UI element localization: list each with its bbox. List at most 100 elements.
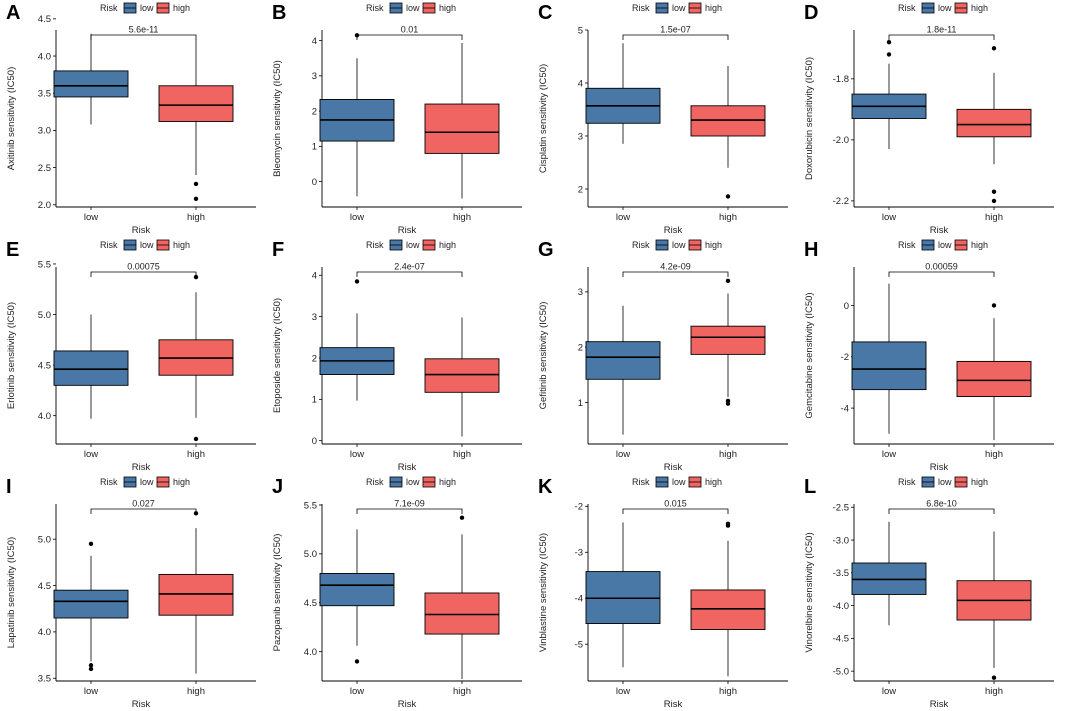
panel-c: C Risk low high 2 3 4 5 Cisplatin sensitivity (I… xyxy=(532,0,798,237)
box-low xyxy=(851,283,927,434)
legend: Risk low high xyxy=(100,239,190,251)
y-tick-label: 3 xyxy=(578,287,583,298)
legend-label-low: low xyxy=(672,477,686,487)
legend: Risk low high xyxy=(632,476,722,488)
x-tick-label: low xyxy=(350,212,364,223)
significance-bracket: 7.1e-09 xyxy=(356,499,463,514)
panel-letter: E xyxy=(6,239,20,261)
p-value-label: 0.00075 xyxy=(127,262,160,272)
bracket-line xyxy=(622,271,729,277)
x-axis-label: Risk xyxy=(398,225,417,236)
bracket-line xyxy=(888,508,995,514)
y-tick-label: 2 xyxy=(312,353,317,364)
p-value-label: 1.5e-07 xyxy=(660,25,691,35)
boxplot-g: Risk low high 1 2 3 Gefitinib sensitivity (IC5… xyxy=(538,239,788,473)
legend-title: Risk xyxy=(366,3,384,13)
legend-title: Risk xyxy=(366,240,384,250)
legend-label-low: low xyxy=(140,3,154,13)
legend-label-low: low xyxy=(140,477,154,487)
legend: Risk low high xyxy=(366,239,456,251)
legend-label-high: high xyxy=(439,3,456,13)
p-value-label: 0.015 xyxy=(664,499,687,509)
legend-title: Risk xyxy=(898,3,916,13)
significance-bracket: 1.8e-11 xyxy=(888,25,995,40)
significance-bracket: 0.027 xyxy=(90,499,197,514)
y-tick-label: 0 xyxy=(312,436,317,447)
legend-title: Risk xyxy=(632,3,650,13)
y-tick-label: -4.5 xyxy=(833,634,849,645)
box-high xyxy=(158,39,234,202)
y-axis-label: Doxorubicin sensitivity (IC50) xyxy=(804,57,815,180)
y-tick-label: 2.5 xyxy=(38,163,51,174)
x-tick-label: high xyxy=(719,449,737,460)
outlier-point xyxy=(193,181,199,187)
x-tick-label: low xyxy=(882,212,896,223)
y-tick-label: 2 xyxy=(578,343,583,354)
panel-g: G Risk low high 1 2 3 Gefitinib sensitivity (IC… xyxy=(532,237,798,474)
outlier-point xyxy=(991,303,997,308)
panel-letter: G xyxy=(538,239,554,261)
x-tick-label: high xyxy=(985,449,1003,460)
y-tick-label: -5 xyxy=(575,640,583,651)
bracket-line xyxy=(356,271,463,277)
bracket-line xyxy=(888,34,995,40)
box-low xyxy=(319,33,395,197)
y-tick-label: 5.0 xyxy=(38,310,51,321)
boxplot-i: Risk low high 3.5 4.0 4.5 5.0 Lapatinib sensiti… xyxy=(6,476,256,710)
outlier-point xyxy=(193,196,199,202)
outlier-point xyxy=(354,659,360,664)
y-tick-label: 3.5 xyxy=(38,674,51,685)
legend-label-high: high xyxy=(173,3,190,13)
box-body xyxy=(585,341,661,380)
box-body xyxy=(424,592,500,635)
y-tick-label: 2 xyxy=(578,184,583,195)
legend: Risk low high xyxy=(632,2,722,14)
outlier-point xyxy=(725,401,731,406)
box-body xyxy=(53,589,129,619)
p-value-label: 5.6e-11 xyxy=(129,25,159,35)
boxplot-l: Risk low high -2.5 -3.0 -3.5 -4.0 -4.5 -5.0 Vinor… xyxy=(804,476,1054,710)
bracket-line xyxy=(622,508,729,514)
legend-label-high: high xyxy=(439,240,456,250)
panel-letter: C xyxy=(538,2,553,24)
box-low xyxy=(53,541,129,672)
y-axis-label: Cisplatin sensitivity (IC50) xyxy=(538,64,549,173)
x-tick-label: low xyxy=(616,686,630,697)
panel-h: H Risk low high 0 -2 -4 Gemcitabine sensitivity… xyxy=(798,237,1064,474)
significance-bracket: 0.00075 xyxy=(90,262,197,277)
y-tick-label: 0 xyxy=(312,177,317,188)
legend: Risk low high xyxy=(898,2,988,14)
box-high xyxy=(956,303,1032,441)
panel-j: J Risk low high 4.0 4.5 5.0 5.5 Pazopanib sensit… xyxy=(266,474,532,711)
legend-label-low: low xyxy=(406,477,420,487)
boxplot-a: Risk low high 2.0 2.5 3.0 3.5 4.0 4.5 Axitinib se… xyxy=(6,2,256,236)
panel-b: B Risk low high 0 1 2 3 4 Bleomycin sensitivity (… xyxy=(266,0,532,237)
x-axis-label: Risk xyxy=(930,699,949,710)
box-low xyxy=(53,314,129,419)
legend-label-high: high xyxy=(705,3,722,13)
x-tick-label: high xyxy=(985,212,1003,223)
panel-letter: J xyxy=(272,476,284,498)
box-high xyxy=(424,515,500,680)
y-tick-label: 4 xyxy=(578,78,583,89)
legend-title: Risk xyxy=(632,240,650,250)
y-axis-label: Gefitinib sensitivity (IC50) xyxy=(538,302,549,410)
x-tick-label: high xyxy=(719,212,737,223)
x-tick-label: low xyxy=(84,449,98,460)
x-tick-label: low xyxy=(84,686,98,697)
x-tick-label: high xyxy=(187,686,205,697)
bracket-line xyxy=(356,34,463,40)
boxplot-d: Risk low high -1.8 -2.0 -2.2 Doxorubicin sensi… xyxy=(804,2,1054,236)
y-tick-label: 5.5 xyxy=(304,500,317,511)
legend: Risk low high xyxy=(366,2,456,14)
y-axis-label: Gemcitabine sensitivity (IC50) xyxy=(804,292,815,418)
legend: Risk low high xyxy=(100,2,190,14)
box-low xyxy=(319,279,395,401)
significance-bracket: 4.2e-09 xyxy=(622,262,729,277)
legend: Risk low high xyxy=(898,239,988,251)
box-body xyxy=(851,341,927,391)
y-tick-label: 3 xyxy=(312,71,317,82)
y-tick-label: 3.0 xyxy=(38,126,51,137)
y-tick-label: 4.0 xyxy=(38,627,51,638)
